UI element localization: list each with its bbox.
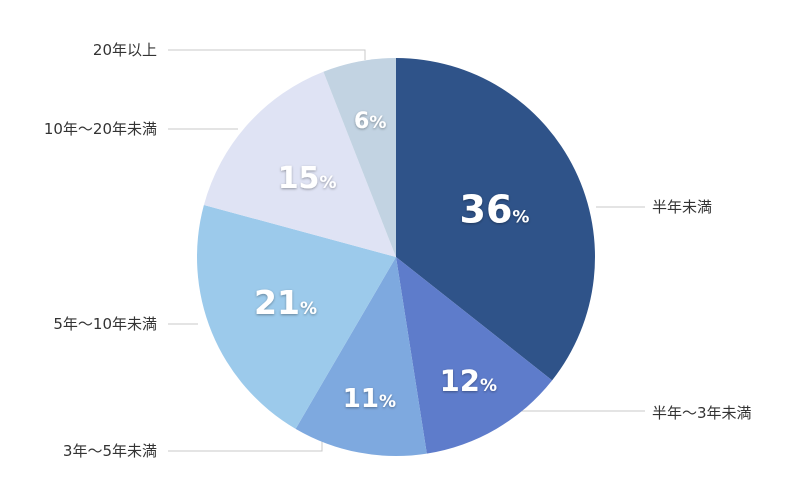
- category-label: 20年以上: [93, 41, 157, 59]
- leader-line: [168, 431, 323, 452]
- pie-slice: [396, 58, 595, 381]
- category-label: 半年〜3年未満: [652, 404, 752, 422]
- pie-slice: [203, 71, 396, 257]
- pie-slice: [396, 257, 553, 454]
- pie-slice: [323, 57, 396, 257]
- slice-percentage-label: 11%: [343, 384, 396, 414]
- category-label: 半年未満: [652, 198, 712, 216]
- category-label: 5年〜10年未満: [53, 315, 157, 333]
- category-label: 3年〜5年未満: [63, 442, 157, 460]
- slice-percentage-label: 6%: [354, 109, 386, 134]
- pie-slices: [196, 57, 595, 457]
- slice-percentage-label: 36%: [460, 188, 530, 232]
- slice-percentage-label: 15%: [278, 161, 337, 196]
- percentage-labels: 36% 12% 11% 21% 15% 6%: [254, 109, 529, 414]
- pie-slice: [295, 257, 427, 457]
- slice-percentage-label: 12%: [440, 364, 497, 398]
- slice-percentage-label: 21%: [254, 283, 317, 322]
- pie-slice: [196, 205, 396, 429]
- category-label: 10年〜20年未満: [44, 120, 157, 138]
- leader-line: [168, 49, 366, 60]
